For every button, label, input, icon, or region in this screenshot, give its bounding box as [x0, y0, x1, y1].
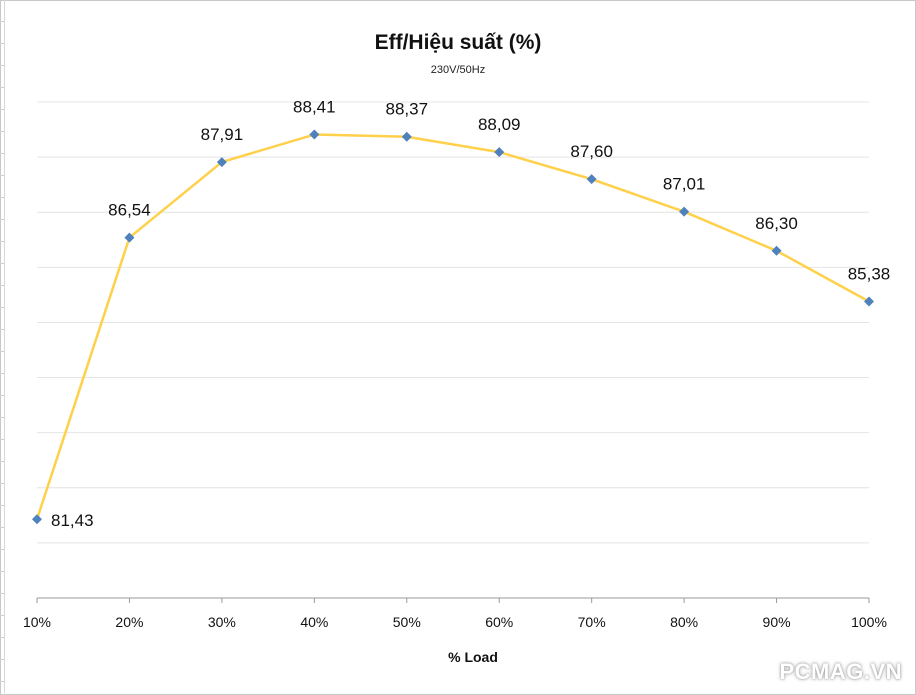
data-point: [124, 232, 135, 243]
data-label: 85,38: [848, 265, 891, 284]
data-point: [679, 206, 690, 217]
gridlines: [37, 101, 869, 544]
watermark: PCMAG.VN: [779, 659, 902, 684]
chart-subtitle: 230V/50Hz: [430, 64, 486, 76]
data-label: 86,54: [108, 201, 151, 220]
x-tick-label: 90%: [763, 614, 791, 630]
x-axis-label: % Load: [448, 649, 498, 665]
data-point: [309, 129, 320, 140]
row-ruler: [0, 0, 5, 693]
data-label: 87,01: [663, 175, 706, 194]
x-tick-label: 80%: [670, 614, 698, 630]
x-tick-label: 40%: [300, 614, 328, 630]
markers: [32, 129, 874, 525]
x-tick-label: 100%: [851, 614, 887, 630]
data-label: 88,37: [386, 100, 429, 119]
x-axis: [36, 597, 870, 603]
data-label: 87,60: [570, 142, 613, 161]
data-label: 81,43: [51, 511, 94, 530]
x-tick-label: 60%: [485, 614, 513, 630]
data-point: [32, 514, 42, 525]
data-point: [771, 245, 782, 256]
x-tick-label: 70%: [578, 614, 606, 630]
data-label: 86,30: [755, 214, 798, 233]
series-line: [35, 133, 870, 520]
x-tick-labels: 10% 20% 30% 40% 50% 60% 70% 80% 90% 100%: [23, 614, 887, 630]
data-label: 87,91: [201, 125, 244, 144]
data-point: [216, 157, 227, 168]
x-tick-label: 50%: [393, 614, 421, 630]
data-label: 88,41: [293, 98, 336, 117]
data-point: [864, 296, 874, 307]
chart-title: Eff/Hiệu suất (%): [374, 31, 542, 54]
data-label: 88,09: [478, 115, 521, 134]
series-line-layer: [35, 133, 870, 520]
x-tick-label: 10%: [23, 614, 51, 630]
x-tick-label: 30%: [208, 614, 236, 630]
x-tick-label: 20%: [115, 614, 143, 630]
data-point: [494, 147, 505, 158]
data-labels: 81,43 86,54 87,91 88,41 88,37 88,09 87,60 87,01…: [51, 98, 890, 531]
data-point: [401, 131, 412, 142]
data-point: [586, 174, 597, 185]
